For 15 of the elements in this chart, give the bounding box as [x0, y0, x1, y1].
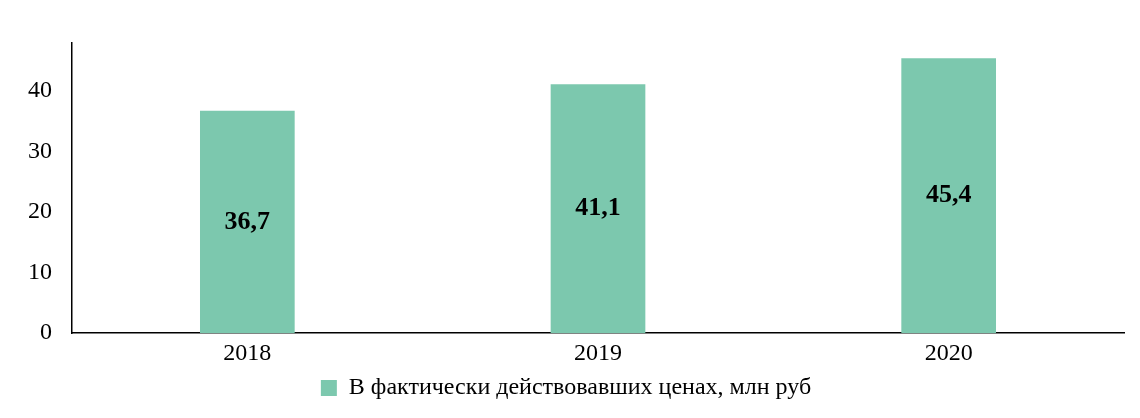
y-tick-label: 20: [28, 197, 52, 224]
legend-label: В фактически действовавших ценах, млн руб: [348, 373, 812, 400]
data-label: 45,4: [925, 179, 972, 209]
bar: [199, 110, 295, 334]
y-tick-label: 10: [28, 257, 52, 284]
x-tick-label: 2018: [223, 338, 272, 365]
y-tick-label: 40: [28, 76, 52, 103]
y-tick-label: 0: [40, 318, 52, 345]
x-tick-label: 2019: [574, 338, 622, 365]
x-tick-label: 2020: [924, 338, 973, 365]
bar: [550, 84, 646, 334]
data-label: 41,1: [575, 192, 621, 222]
bar: [901, 58, 997, 334]
y-tick-label: 30: [28, 136, 52, 163]
data-label: 36,7: [224, 205, 271, 235]
